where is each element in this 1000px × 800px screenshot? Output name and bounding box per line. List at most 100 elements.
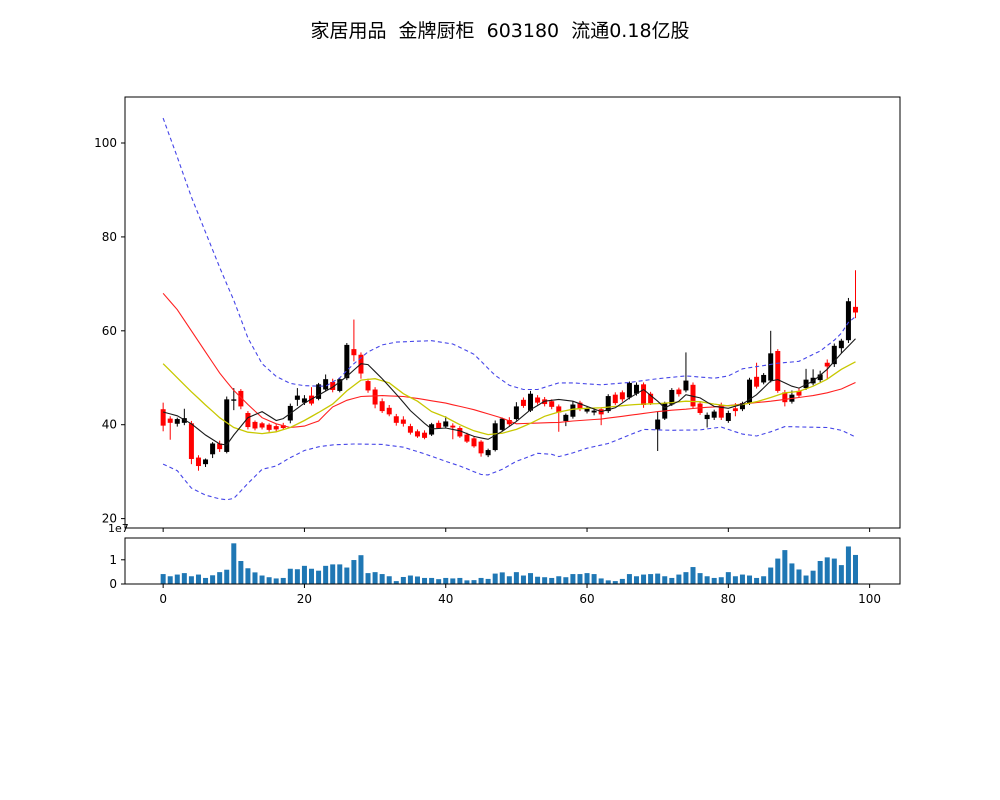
candle-down — [478, 441, 484, 454]
volume-axes-frame — [124, 537, 901, 585]
volume-bar — [301, 565, 307, 584]
volume-bar — [400, 576, 406, 584]
xtick-label: 80 — [721, 592, 736, 606]
candle-down — [796, 390, 802, 396]
candle-down — [245, 412, 251, 428]
candle-down — [775, 350, 781, 391]
volume-bar — [358, 555, 364, 584]
candle-down — [612, 394, 618, 404]
volume-bar — [485, 578, 491, 584]
volume-bar — [605, 580, 611, 584]
candle-down — [641, 384, 647, 405]
candle-up — [316, 384, 322, 399]
volume-bar — [732, 576, 738, 584]
candle-up — [591, 410, 597, 413]
candle-up — [499, 418, 505, 430]
volume-unit-label: 1e7 — [108, 522, 129, 535]
bollinger-lower — [162, 426, 856, 501]
candle-down — [393, 416, 399, 423]
candle-down — [372, 389, 378, 405]
volume-bar — [217, 572, 223, 584]
candle-down — [400, 419, 406, 424]
volume-bar — [210, 575, 216, 584]
volume-bar — [683, 572, 689, 584]
volume-bar — [181, 573, 187, 584]
candle-down — [754, 376, 760, 387]
volume-bar — [520, 575, 526, 584]
volume-bar — [810, 570, 816, 584]
candle-up — [337, 379, 343, 391]
candle-down — [266, 424, 272, 430]
volume-bar — [287, 568, 293, 584]
volume-bar — [824, 557, 830, 584]
volume-bar — [457, 577, 463, 584]
volume-bar — [669, 577, 675, 584]
volume-bar — [662, 576, 668, 584]
candle-up — [704, 414, 710, 420]
volume-bar — [309, 568, 315, 584]
volume-bar — [563, 577, 569, 584]
volume-bar — [471, 580, 477, 584]
candle-down — [407, 426, 413, 433]
volume-bar — [591, 574, 597, 584]
candle-up — [845, 301, 851, 341]
candle-down — [732, 408, 738, 412]
candle-up — [513, 406, 519, 420]
volume-bar — [845, 546, 851, 584]
volume-bar — [506, 576, 512, 584]
candle-up — [626, 382, 632, 398]
price-axes-frame — [124, 96, 901, 529]
price-ytick-label: 20 — [102, 512, 117, 526]
volume-bar — [775, 558, 781, 584]
volume-bar — [690, 567, 696, 584]
volume-bar — [259, 575, 265, 584]
candle-up — [563, 414, 569, 421]
candle-down — [471, 438, 477, 447]
volume-bar — [195, 574, 201, 584]
volume-bar — [379, 574, 385, 584]
price-ytick-label: 100 — [94, 136, 117, 150]
volume-bar — [852, 554, 858, 584]
candle-up — [831, 345, 837, 365]
volume-bar — [513, 572, 519, 584]
candle-down — [195, 457, 201, 467]
volume-bar — [704, 576, 710, 584]
volume-bar — [739, 574, 745, 584]
candle-down — [506, 420, 512, 425]
volume-bar — [747, 575, 753, 584]
candle-down — [414, 431, 420, 437]
candle-down — [167, 418, 173, 423]
volume-bar — [718, 577, 724, 584]
candle-down — [217, 443, 223, 450]
volume-bar — [365, 573, 371, 584]
candle-down — [365, 381, 371, 391]
candle-down — [422, 432, 428, 438]
volume-bar — [273, 578, 279, 584]
volume-bar — [252, 572, 258, 584]
candle-up — [817, 374, 823, 381]
volume-bar — [619, 578, 625, 584]
volume-bar — [838, 565, 844, 584]
candle-up — [633, 384, 639, 394]
xtick-label: 40 — [438, 592, 453, 606]
volume-bar — [549, 577, 555, 584]
volume-bar — [803, 575, 809, 584]
candle-up — [683, 380, 689, 391]
volume-bar — [577, 574, 583, 584]
volume-bar — [414, 576, 420, 584]
volume-bar — [556, 576, 562, 584]
candle-up — [761, 374, 767, 383]
volume-bar — [407, 575, 413, 584]
volume-bar — [280, 577, 286, 584]
candle-up — [655, 419, 661, 430]
candle-down — [577, 402, 583, 409]
xtick-label: 60 — [579, 592, 594, 606]
candle-down — [351, 349, 357, 356]
volume-bar — [372, 572, 378, 584]
candle-down — [648, 393, 654, 404]
candle-down — [436, 422, 442, 428]
candle-up — [231, 399, 237, 401]
volume-bar — [337, 564, 343, 584]
short-ma-black — [162, 338, 856, 446]
volume-bar — [612, 581, 618, 584]
